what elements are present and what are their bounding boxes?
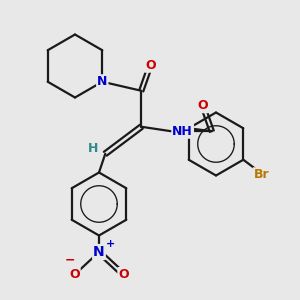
Text: O: O [145,59,156,72]
Text: NH: NH [172,125,193,138]
Text: O: O [118,268,129,281]
Text: H: H [88,142,98,155]
Text: O: O [197,99,208,112]
Text: O: O [69,268,80,281]
Text: N: N [93,245,105,259]
Text: Br: Br [254,168,269,181]
Text: +: + [106,238,115,249]
Text: −: − [64,254,75,267]
Text: N: N [97,75,107,88]
